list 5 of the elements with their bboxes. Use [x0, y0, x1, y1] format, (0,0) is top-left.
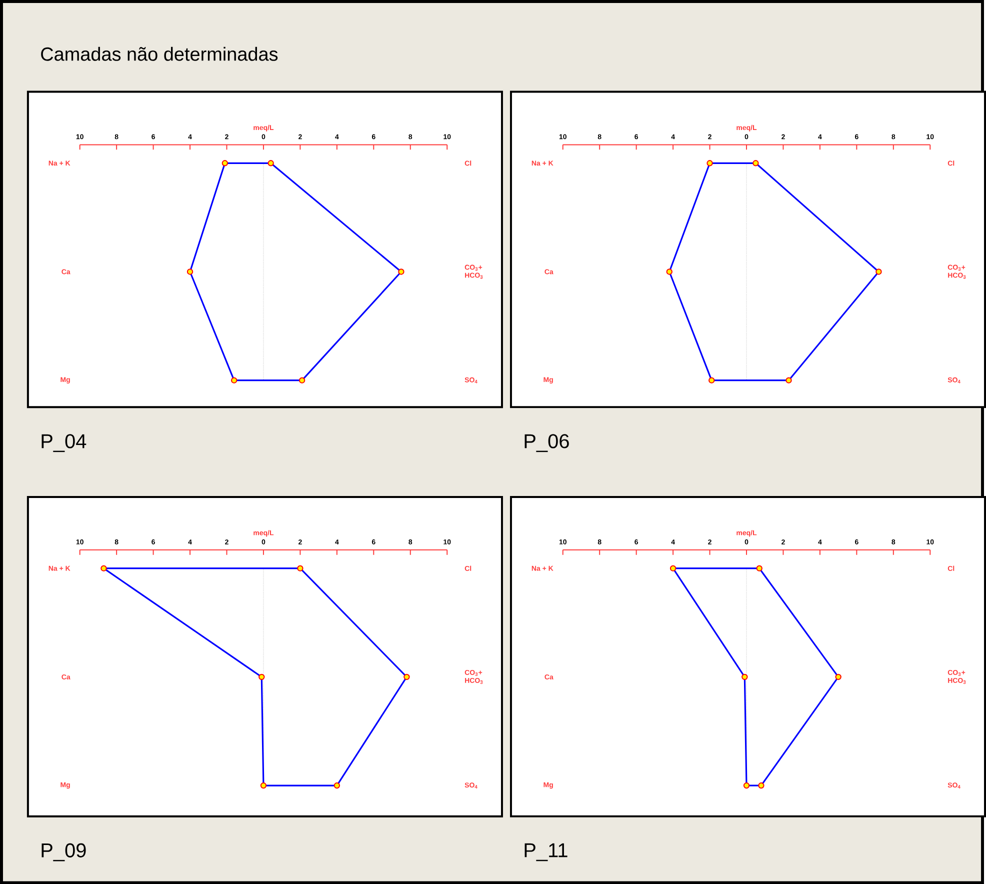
- text: P_06: [524, 434, 569, 452]
- text: P_09: [42, 843, 86, 862]
- text: P_11: [524, 843, 568, 862]
- text: Camadas não determinadas: [41, 46, 278, 61]
- text: P_04: [42, 434, 86, 452]
